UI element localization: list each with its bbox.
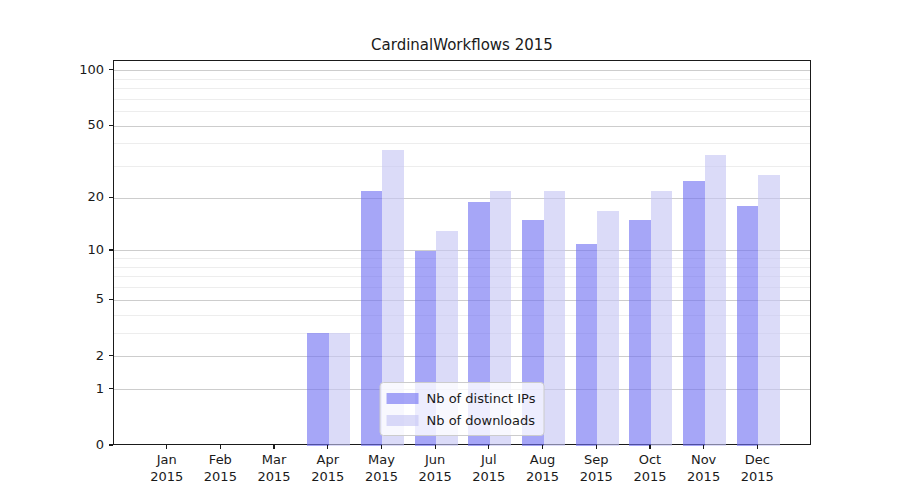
xtick-mark: [273, 445, 274, 449]
bar-downloads-sep: [597, 211, 619, 446]
xtick-mark: [220, 445, 221, 449]
legend-entry-downloads: Nb of downloads: [387, 410, 536, 430]
legend-entry-distinct-ips: Nb of distinct IPs: [387, 388, 536, 408]
xtick-mark: [381, 445, 382, 449]
legend-label-distinct-ips: Nb of distinct IPs: [427, 391, 536, 406]
xtick-mark: [596, 445, 597, 449]
bar-distinct-ips-nov: [683, 181, 705, 446]
xtick-mark: [435, 445, 436, 449]
chart: CardinalWorkflows 2015 Nb of distinct IP…: [0, 0, 900, 500]
ytick-mark: [109, 299, 113, 300]
gridline-minor: [114, 143, 810, 144]
ytick-label-1: 1: [0, 380, 104, 398]
xtick-month: Dec: [717, 451, 797, 468]
bar-distinct-ips-sep: [576, 244, 598, 446]
bar-distinct-ips-oct: [629, 220, 651, 446]
ytick-label-5: 5: [0, 290, 104, 308]
xtick-mark: [327, 445, 328, 449]
bar-downloads-dec: [758, 175, 780, 446]
ytick-label-10: 10: [0, 241, 104, 259]
xtick-mark: [757, 445, 758, 449]
xtick-mark: [649, 445, 650, 449]
ytick-label-50: 50: [0, 116, 104, 134]
ytick-label-0: 0: [0, 436, 104, 454]
xtick-year: 2015: [717, 468, 797, 485]
bar-downloads-apr: [329, 333, 351, 446]
gridline-minor: [114, 88, 810, 89]
gridline-minor: [114, 99, 810, 100]
ytick-mark: [109, 249, 113, 250]
xtick-label-dec: Dec2015: [717, 451, 797, 485]
ytick-mark: [109, 388, 113, 389]
xtick-mark: [488, 445, 489, 449]
ytick-label-20: 20: [0, 188, 104, 206]
ytick-label-100: 100: [0, 61, 104, 79]
gridline-major: [114, 126, 810, 127]
gridline-minor: [114, 111, 810, 112]
bar-downloads-nov: [705, 155, 727, 446]
ytick-mark: [109, 125, 113, 126]
legend-label-downloads: Nb of downloads: [427, 413, 535, 428]
ytick-mark: [109, 197, 113, 198]
bar-downloads-aug: [544, 191, 566, 446]
xtick-mark: [166, 445, 167, 449]
ytick-label-2: 2: [0, 347, 104, 365]
ytick-mark: [109, 355, 113, 356]
legend: Nb of distinct IPs Nb of downloads: [380, 382, 545, 436]
bar-downloads-oct: [651, 191, 673, 446]
gridline-major: [114, 70, 810, 71]
ytick-mark: [109, 69, 113, 70]
xtick-mark: [703, 445, 704, 449]
chart-title: CardinalWorkflows 2015: [113, 36, 811, 54]
gridline-minor: [114, 79, 810, 80]
bar-distinct-ips-dec: [737, 206, 759, 446]
ytick-mark: [109, 444, 113, 445]
plot-area: Nb of distinct IPs Nb of downloads: [113, 60, 811, 445]
bar-distinct-ips-apr: [307, 333, 329, 446]
legend-swatch-downloads-icon: [387, 415, 419, 426]
xtick-mark: [542, 445, 543, 449]
legend-swatch-distinct-ips-icon: [387, 393, 419, 404]
